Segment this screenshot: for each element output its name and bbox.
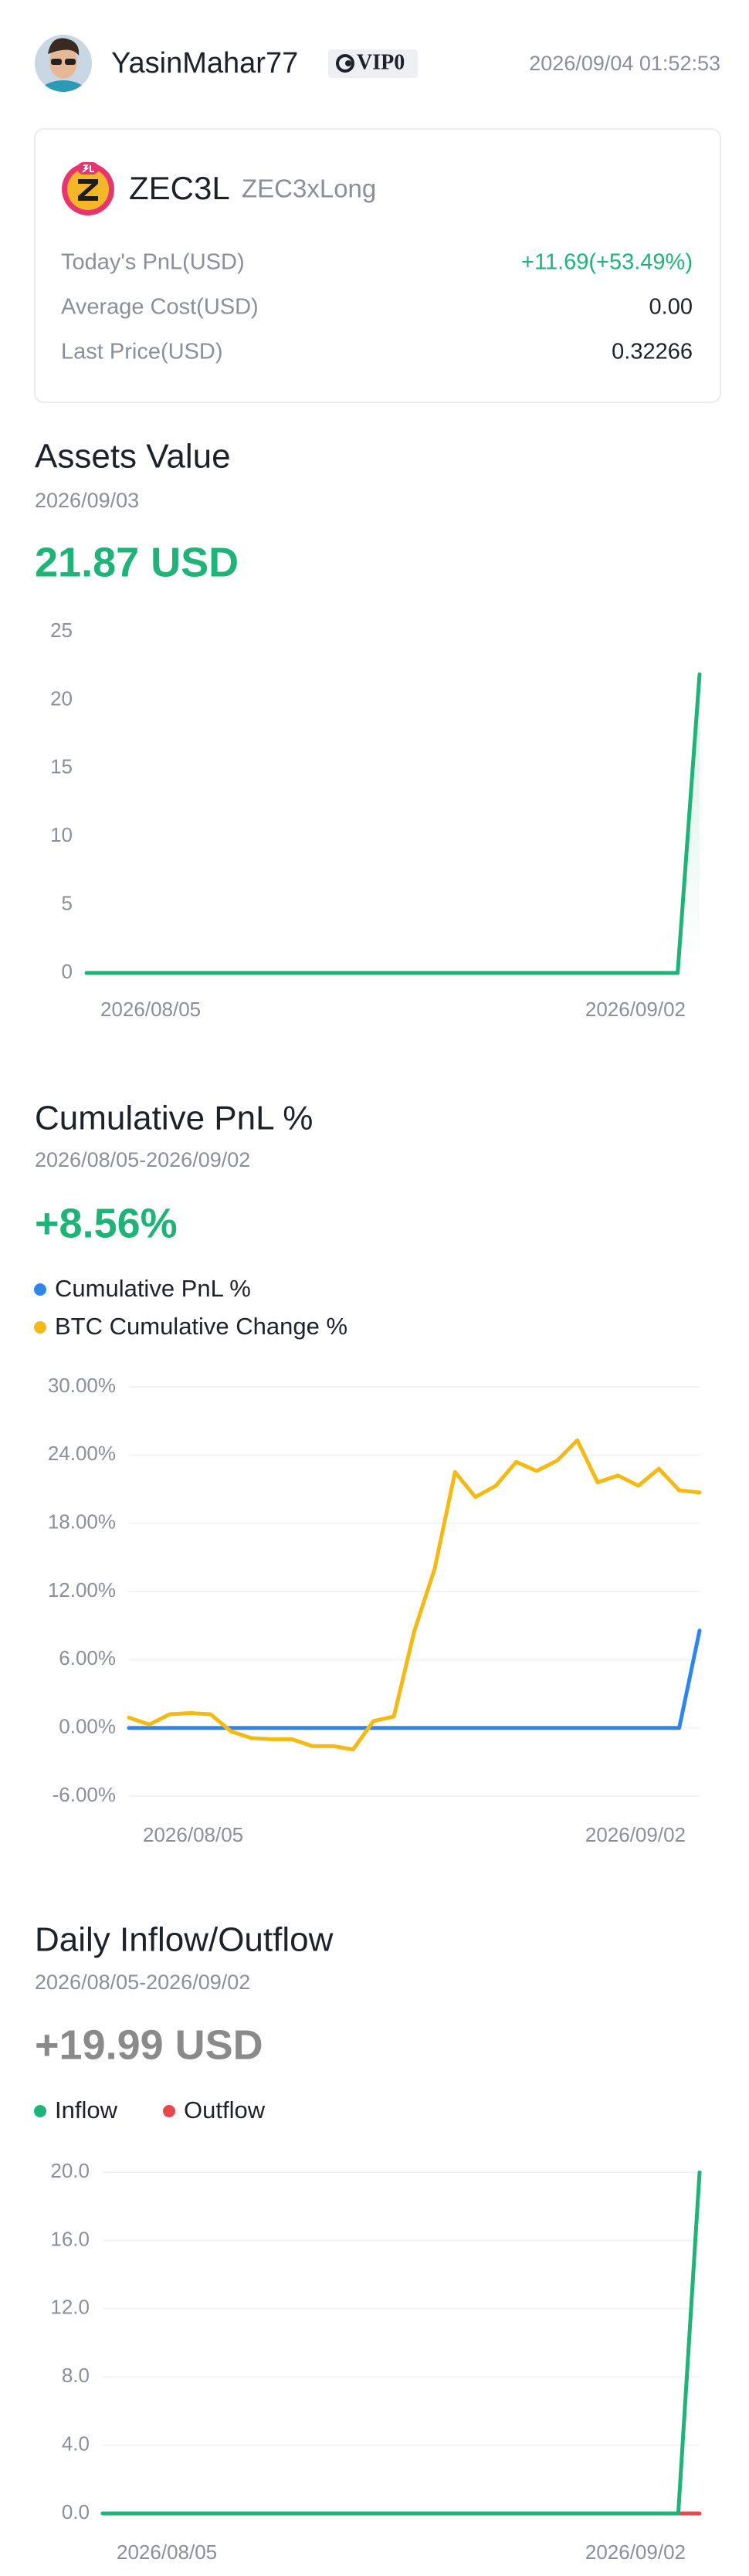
row-label: Last Price(USD) <box>61 340 223 364</box>
y-tick-label: 6.00% <box>59 1646 116 1669</box>
x-tick-label: 2026/09/02 <box>585 2540 686 2564</box>
vip-badge[interactable]: VIP0 <box>328 49 418 78</box>
x-tick-label: 2026/08/05 <box>143 1823 243 1846</box>
asset-symbol: ZEC3L <box>129 170 230 206</box>
y-tick-label: -6.00% <box>53 1783 116 1806</box>
chart-title: Daily Inflow/Outflow <box>35 1921 334 1959</box>
y-tick-label: 0 <box>62 960 73 983</box>
y-tick-label: 15 <box>50 755 73 778</box>
avatar[interactable] <box>35 35 92 114</box>
row-value: 0.32266 <box>612 340 693 364</box>
asset-card <box>34 128 721 403</box>
x-tick-label: 2026/08/05 <box>100 998 201 1021</box>
legend-label: BTC Cumulative Change % <box>55 1313 347 1340</box>
y-tick-label: 8.0 <box>62 2364 90 2387</box>
legend-dot <box>163 2105 175 2117</box>
chart-title: Cumulative PnL % <box>35 1100 313 1137</box>
row-value: 0.00 <box>649 295 693 320</box>
area <box>86 674 700 973</box>
chart: Cumulative PnL % 2026/08/05-2026/09/02 +8.… <box>34 1100 702 1846</box>
x-tick-label: 2026/09/02 <box>585 1823 686 1846</box>
chart-subtitle: 2026/08/05-2026/09/02 <box>35 1148 250 1171</box>
timestamp: 2026/09/04 01:52:53 <box>529 52 720 75</box>
y-tick-label: 5 <box>62 891 73 914</box>
y-tick-label: 4.0 <box>62 2432 90 2455</box>
y-tick-label: 30.00% <box>48 1374 116 1397</box>
y-tick-label: 16.0 <box>50 2227 90 2250</box>
y-tick-label: 20.0 <box>50 2159 90 2182</box>
legend-label: Cumulative PnL % <box>55 1275 251 1302</box>
chart-headline: +19.99 USD <box>35 2022 263 2068</box>
y-tick-label: 20 <box>50 686 73 710</box>
y-tick-label: 12.00% <box>48 1578 116 1602</box>
y-tick-label: 0.00% <box>59 1715 116 1738</box>
chart: Daily Inflow/Outflow 2026/08/05-2026/09/0… <box>34 1921 702 2564</box>
y-tick-label: 10 <box>50 823 73 846</box>
legend-dot <box>34 2105 46 2117</box>
row-value: +11.69(+53.49%) <box>521 250 693 275</box>
legend-label: Inflow <box>55 2096 118 2124</box>
line <box>127 1438 702 1752</box>
legend-dot <box>34 1283 46 1296</box>
y-tick-label: 0.0 <box>62 2500 90 2523</box>
line <box>127 1629 702 1730</box>
chart-headline: +8.56% <box>35 1200 178 1246</box>
vip-level: VIP0 <box>357 50 405 74</box>
asset-logo <box>62 162 114 215</box>
row-label: Average Cost(USD) <box>61 295 259 320</box>
x-tick-label: 2026/08/05 <box>117 2540 217 2564</box>
chart-headline: 21.87 USD <box>35 539 239 585</box>
y-tick-label: 25 <box>50 619 73 642</box>
row-label: Today's PnL(USD) <box>61 250 245 275</box>
chart-title: Assets Value <box>35 438 231 476</box>
line <box>100 2170 702 2516</box>
asset-rows: Today's PnL(USD) +11.69(+53.49%) Average C… <box>61 250 693 364</box>
y-tick-label: 24.00% <box>48 1442 116 1465</box>
legend-dot <box>34 1321 46 1334</box>
chart-subtitle: 2026/09/03 <box>35 489 139 512</box>
y-tick-label: 18.00% <box>48 1510 116 1534</box>
asset-name: ZEC3xLong <box>242 175 376 203</box>
chart-subtitle: 2026/08/05-2026/09/02 <box>35 1971 250 1994</box>
line <box>84 672 702 975</box>
username: YasinMahar77 <box>111 47 298 80</box>
legend-label: Outflow <box>184 2096 266 2124</box>
y-tick-label: 12.0 <box>50 2296 90 2319</box>
x-tick-label: 2026/09/02 <box>585 998 686 1021</box>
